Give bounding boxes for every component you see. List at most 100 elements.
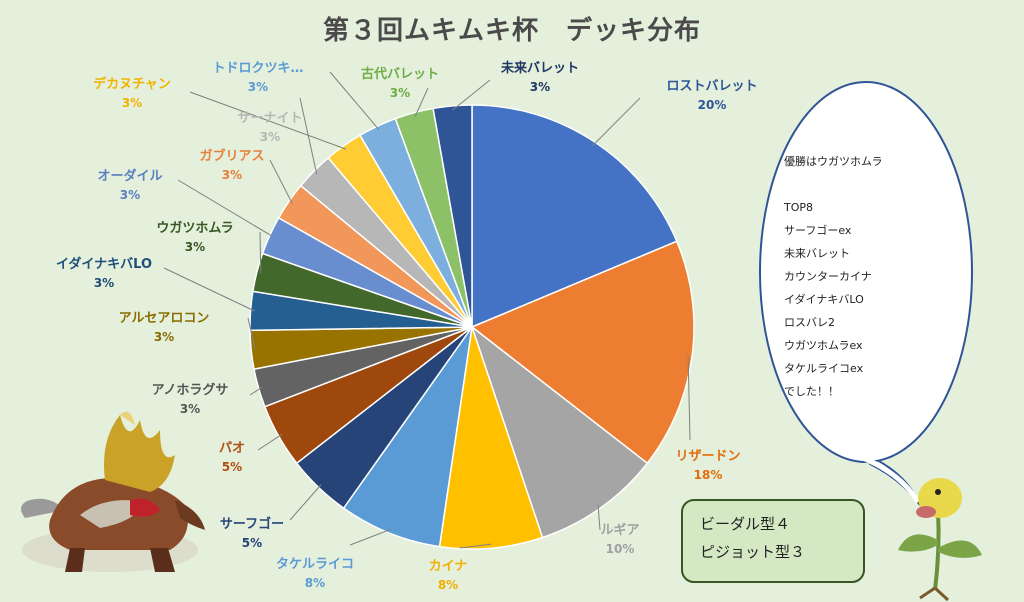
- entei-illustration: [21, 411, 205, 572]
- bubble-line: イダイナキバLO: [784, 293, 864, 306]
- bubble-line: でした！！: [784, 385, 839, 398]
- leader-line: [452, 79, 491, 111]
- slice-label: デカヌチャン 3%: [93, 76, 171, 112]
- slice-label: リザードン 18%: [675, 448, 740, 484]
- slice-label-name: サーフゴー: [219, 517, 285, 532]
- leader-line: [299, 97, 318, 175]
- summary-line: ピジョット型３: [700, 543, 806, 561]
- slice-label-percent: 5%: [241, 536, 263, 550]
- slice-label-name: カイナ: [428, 559, 468, 574]
- bellsprout-illustration: [898, 478, 982, 602]
- pie-slice: [470, 240, 695, 465]
- slice-label-percent: 10%: [605, 542, 635, 556]
- slice-label: ウガツホムラ 3%: [156, 220, 233, 256]
- slice-label-percent: 3%: [259, 130, 281, 144]
- slice-label: サーナイト 3%: [237, 110, 302, 146]
- leader-line: [259, 231, 262, 274]
- leader-line: [597, 504, 601, 531]
- bubble-line: TOP8: [784, 201, 814, 214]
- slice-label-percent: 8%: [437, 578, 459, 592]
- slice-label: サーフゴー 5%: [220, 516, 284, 552]
- slice-label-name: ルギア: [600, 523, 640, 538]
- slice-label: タケルライコ 8%: [276, 556, 354, 592]
- slice-label: トドロクツキ… 3%: [212, 60, 303, 96]
- slice-label-name: アノホラグサ: [151, 383, 229, 398]
- slice-label: カイナ 8%: [429, 558, 468, 594]
- slice-label-percent: 3%: [247, 80, 269, 94]
- bubble-line: ウガツホムラex: [784, 339, 863, 352]
- slice-label-name: サーナイト: [237, 111, 303, 126]
- slice-label-name: タケルライコ: [275, 557, 355, 572]
- slice-label-percent: 18%: [693, 468, 723, 482]
- slice-label-name: デカヌチャン: [93, 77, 171, 92]
- slice-label: イダイナキバLO 3%: [56, 256, 152, 292]
- slice-label: アルセアロコン 3%: [119, 310, 210, 346]
- slice-label-percent: 5%: [221, 460, 243, 474]
- slice-label: 未来バレット 3%: [501, 60, 579, 96]
- pie-slice: [470, 324, 649, 539]
- leader-line: [249, 386, 263, 396]
- slice-label-name: トドロクツキ…: [212, 61, 304, 76]
- slice-label-percent: 3%: [119, 188, 141, 202]
- leader-line: [189, 91, 347, 150]
- slice-label-percent: 3%: [389, 86, 411, 100]
- slice-label-name: ロストバレット: [666, 79, 758, 94]
- slice-label: ルギア 10%: [600, 522, 639, 558]
- leader-line: [687, 355, 691, 441]
- leader-line: [349, 528, 391, 546]
- speech-bubble: [759, 81, 973, 506]
- pie-slice: [438, 326, 544, 550]
- slice-label-name: リザードン: [675, 449, 741, 464]
- slice-label-percent: 3%: [184, 240, 206, 254]
- slice-label-percent: 3%: [221, 168, 243, 182]
- slice-label-name: パオ: [218, 441, 246, 456]
- leader-line: [269, 159, 293, 204]
- slice-label: パオ 5%: [219, 440, 245, 476]
- slice-label-percent: 3%: [121, 96, 143, 110]
- leader-line: [163, 267, 255, 312]
- slice-label-name: ウガツホムラ: [156, 221, 234, 236]
- pie-slice: [432, 104, 473, 328]
- pie-slice: [471, 104, 678, 329]
- slice-label-percent: 3%: [179, 402, 201, 416]
- bubble-line: ロスバレ2: [784, 316, 835, 329]
- slice-label-name: イダイナキバLO: [55, 257, 153, 272]
- leader-line: [329, 71, 380, 131]
- bubble-line: サーフゴーex: [784, 224, 852, 237]
- bubble-line: ​: [784, 173, 882, 196]
- leader-line: [257, 433, 283, 451]
- summary-box: [681, 499, 865, 583]
- leader-line: [177, 179, 274, 238]
- leader-line: [414, 87, 429, 117]
- summary-box-text: ビーダル型４ ピジョット型３: [700, 510, 805, 566]
- slice-label-name: 未来バレット: [500, 61, 580, 76]
- slice-label-percent: 3%: [153, 330, 175, 344]
- bubble-line: 未来バレット: [784, 247, 850, 260]
- slice-label: ガブリアス 3%: [199, 148, 264, 184]
- slice-label-name: ガブリアス: [199, 149, 265, 164]
- slice-label-percent: 3%: [529, 80, 551, 94]
- leader-line: [592, 97, 641, 146]
- slice-label: オーダイル 3%: [97, 168, 162, 204]
- slice-label-name: アルセアロコン: [118, 311, 210, 326]
- slice-label-name: オーダイル: [97, 169, 163, 184]
- pie-slice: [342, 326, 473, 548]
- chart-title: 第３回ムキムキ杯 デッキ分布: [322, 16, 701, 46]
- bubble-line: カウンターカイナ: [784, 270, 872, 283]
- leader-line: [459, 543, 492, 549]
- slice-label: 古代バレット 3%: [361, 66, 439, 102]
- slice-label-percent: 20%: [697, 98, 727, 112]
- bubble-line: 優勝はウガツホムラ: [784, 155, 883, 168]
- slice-label-percent: 3%: [93, 276, 115, 290]
- bubble-line: タケルライコex: [784, 362, 864, 375]
- slice-label: アノホラグサ 3%: [152, 382, 229, 418]
- slice-label: ロストバレット 20%: [666, 78, 757, 114]
- slice-label-percent: 8%: [304, 576, 326, 590]
- leader-line: [247, 317, 256, 350]
- leader-line: [289, 484, 322, 521]
- speech-bubble-text: 優勝はウガツホムラ ​ TOP8 サーフゴーex 未来バレット カウンターカイナ…: [784, 150, 882, 403]
- slice-label-name: 古代バレット: [360, 67, 440, 82]
- summary-line: ビーダル型４: [700, 515, 791, 533]
